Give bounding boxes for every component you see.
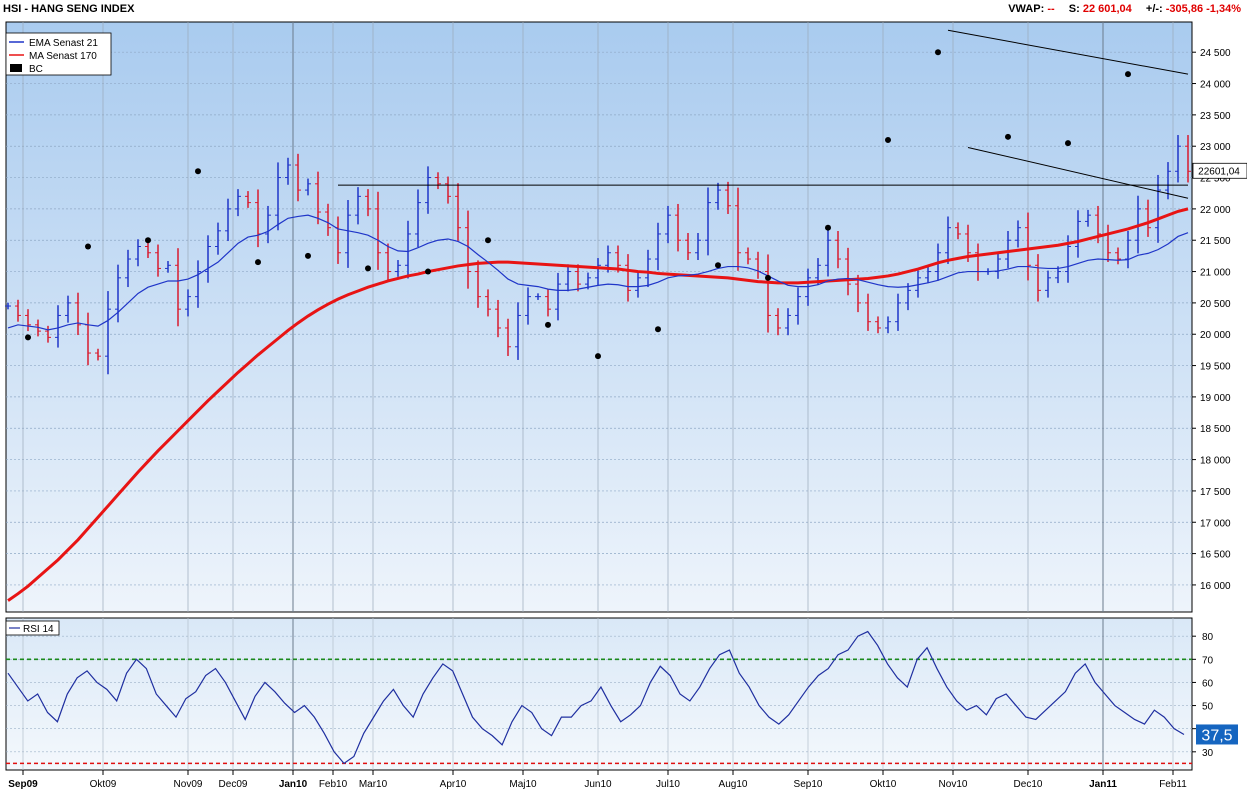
month-label: Jan11 [1089,779,1117,790]
price-grid [6,22,1192,612]
price-tick-label: 19 500 [1200,362,1231,373]
bc-point [255,259,261,266]
price-tick-label: 23 000 [1200,142,1231,153]
bc-point [25,334,31,341]
bc-point [1005,133,1011,140]
last-rsi-badge [1196,724,1238,745]
month-label: Okt09 [90,779,117,790]
month-label: Sep10 [794,779,823,790]
price-tick-label: 23 500 [1200,111,1231,122]
price-tick-label: 18 500 [1200,424,1231,435]
month-label: Jan10 [279,779,308,790]
month-label: Jun10 [584,779,612,790]
vwap-label: VWAP: [1008,3,1045,15]
ema-21-line [7,214,1189,331]
month-label: Apr10 [440,779,467,790]
price-tick-label: 20 000 [1200,330,1231,341]
price-panel [5,21,1193,613]
price-tick-label: 20 500 [1200,299,1231,310]
rsi-legend-label: RSI 14 [23,624,54,635]
bc-point [825,224,831,231]
month-label: Nov09 [174,779,203,790]
axis-labels: 24 500 24 000 23 500 23 000 22 500 22 000 21 5… [8,48,1247,790]
bc-point [145,237,151,244]
month-label: Okt10 [870,779,897,790]
bc-point [195,168,201,175]
bc-point [885,136,891,143]
bc-point [425,268,431,275]
vwap-value: -- [1047,3,1055,15]
bc-point [765,274,771,281]
month-label: Mar10 [359,779,388,790]
title-bar: HSI - HANG SENG INDEX VWAP: -- S: 22 601… [0,0,1247,20]
rsi-tick-label: 80 [1202,632,1214,643]
price-tick-label: 17 000 [1200,518,1231,529]
price-tick-label: 16 500 [1200,550,1231,561]
bc-point [1125,71,1131,78]
price-tick-label: 19 000 [1200,393,1231,404]
month-label: Nov10 [939,779,968,790]
bc-point [365,265,371,272]
bc-point [305,252,311,259]
rsi-panel [5,617,1193,771]
price-lines [7,29,1189,602]
rsi-line [7,630,1185,765]
price-tick-label: 21 000 [1200,268,1231,279]
legend-label: BC [29,64,43,75]
bc-point [655,326,661,333]
bc-point [1065,140,1071,147]
rsi-tick-label: 30 [1202,748,1214,759]
last-value: 22 601,04 [1082,3,1132,15]
rsi-tick-label: 70 [1202,655,1214,666]
month-label: Aug10 [719,779,748,790]
change-value: -305,86 [1165,3,1204,15]
bc-point [595,353,601,360]
change-pct: -1,34% [1206,3,1241,15]
quote-summary: VWAP: -- S: 22 601,04 +/-: -305,86 -1,34… [1008,3,1241,15]
month-label: Feb10 [319,779,348,790]
price-bars [5,135,1191,375]
last-rsi-label: 37,5 [1201,727,1232,744]
bc-point [485,237,491,244]
last-label: S: [1068,3,1080,15]
legend-label: EMA Senast 21 [29,38,98,49]
chart-title: HSI - HANG SENG INDEX [3,3,135,15]
month-label: Feb11 [1159,779,1187,790]
legend-label: MA Senast 170 [29,51,97,62]
rsi-tick-label: 50 [1202,702,1214,713]
price-tick-label: 24 500 [1200,48,1231,59]
price-tick-label: 16 000 [1200,581,1231,592]
rsi-legend-box [5,620,60,636]
price-tick-label: 22 500 [1200,174,1231,185]
trendline [967,146,1189,199]
price-tick-label: 18 000 [1200,456,1231,467]
legend-swatch [10,64,22,72]
last-price-badge [1192,162,1247,179]
month-label: Maj10 [509,779,537,790]
trendline [947,29,1189,75]
bc-point [545,321,551,328]
month-label: Dec10 [1014,779,1043,790]
month-label: Sep09 [8,779,38,790]
month-label: Jul10 [656,779,680,790]
price-tick-label: 22 000 [1200,205,1231,216]
price-tick-label: 17 500 [1200,487,1231,498]
rsi-tick-label: 60 [1202,678,1214,689]
legends: EMA Senast 21 MA Senast 170 BC RSI 14 [5,32,112,636]
rsi-lines [6,630,1192,765]
bc-point [935,49,941,56]
month-label: Dec09 [219,779,248,790]
ma-170-line [7,207,1189,602]
price-tick-label: 21 500 [1200,236,1231,247]
bc-point [85,243,91,250]
change-label: +/-: [1145,3,1163,15]
bc-point [715,262,721,269]
last-price-label: 22601,04 [1198,166,1240,177]
price-tick-label: 24 000 [1200,80,1231,91]
price-legend-box [5,32,112,76]
